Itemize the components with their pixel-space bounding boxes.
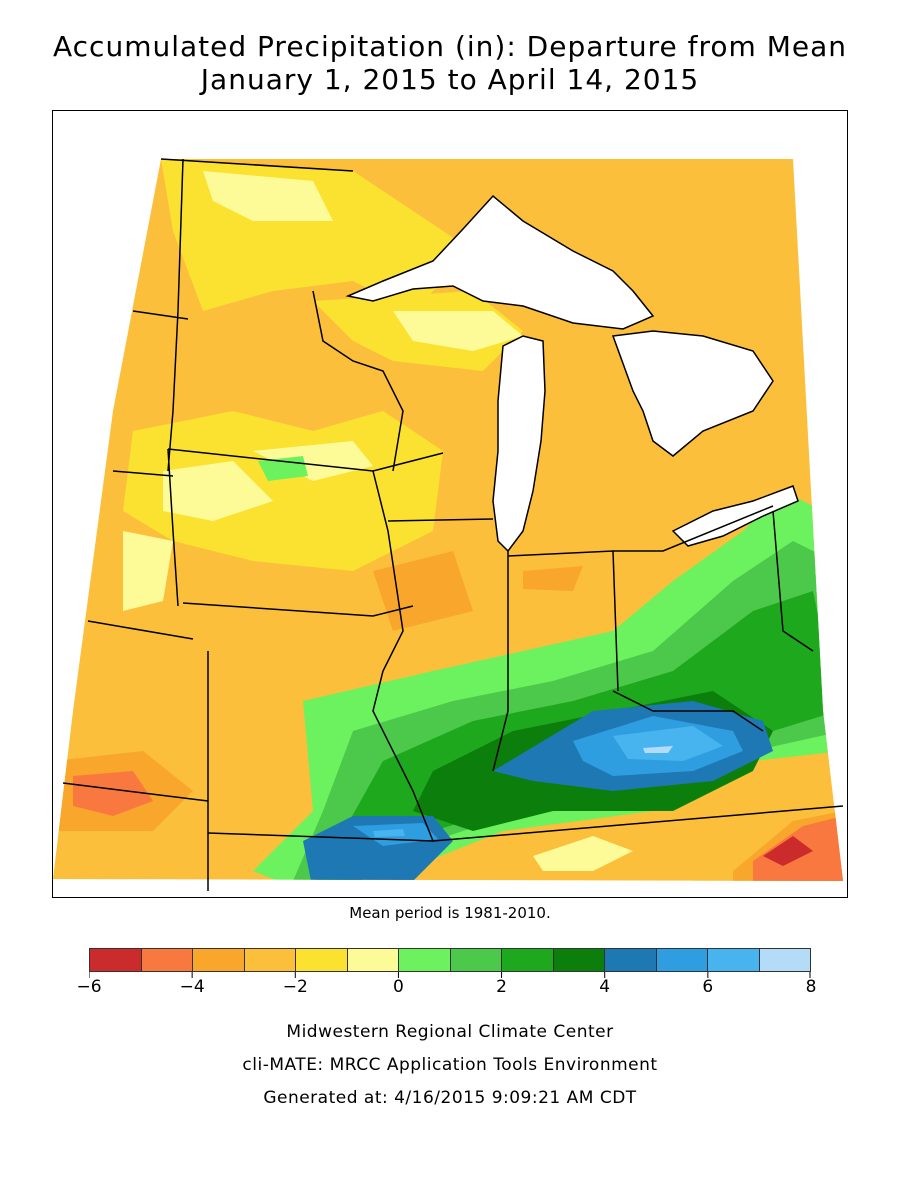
credit-tool: cli-MATE: MRCC Application Tools Environ… [242,1055,658,1075]
credit-generated-time: Generated at: 4/16/2015 9:09:21 AM CDT [263,1088,637,1108]
precipitation-departure-map [52,110,848,898]
legend-swatch [296,949,348,971]
legend-swatch [450,949,502,971]
legend-swatch [399,949,451,971]
legend-swatch [244,949,296,971]
legend-swatch [90,949,142,971]
legend-swatch [193,949,245,971]
legend-tick-label: 0 [393,977,404,997]
color-legend [89,948,811,972]
legend-tick-label: 6 [702,977,714,997]
legend-tick-label: 8 [805,977,817,997]
legend-tick-labels: −6 −4 −2 0 2 4 6 8 [0,977,900,1001]
legend-swatch [708,949,760,971]
map-title: Accumulated Precipitation (in): Departur… [53,30,847,63]
credit-organization: Midwestern Regional Climate Center [286,1022,614,1042]
legend-swatch [502,949,554,971]
legend-tick-label: −2 [282,977,308,997]
legend-swatch [553,949,605,971]
great-lakes [345,194,799,553]
legend-swatch [656,949,708,971]
mean-period-note: Mean period is 1981-2010. [349,904,551,922]
state-boundaries [62,158,844,891]
legend-tick-label: 2 [496,977,507,997]
map-date-range: January 1, 2015 to April 14, 2015 [200,63,700,96]
legend-tick-label: −4 [179,977,205,997]
legend-tick-label: 4 [599,977,611,997]
legend-swatch [605,949,657,971]
legend-ticks [89,972,811,978]
legend-swatch [347,949,399,971]
precip-fill-layer [53,159,843,881]
legend-tick-label: −6 [76,977,102,997]
legend-swatch [141,949,193,971]
legend-swatch [759,949,810,971]
